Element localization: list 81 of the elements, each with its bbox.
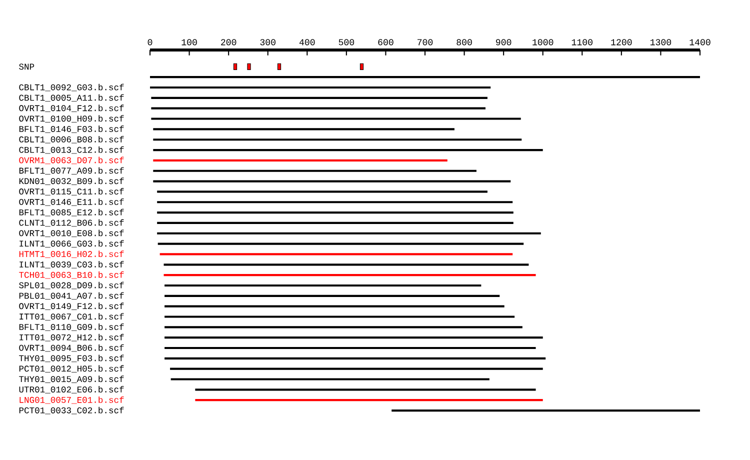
bar [157, 222, 514, 224]
bar [153, 170, 476, 172]
bar [153, 138, 522, 141]
y-tick-label: TCH01_0063_B10.b.scf [19, 271, 124, 279]
bar [160, 253, 513, 256]
bar [164, 357, 546, 360]
y-tick-label: OVRM1_0063_D07.b.scf [19, 156, 124, 164]
x-tick-label: 1200 [611, 39, 632, 46]
y-tick-label: CLNT1_0112_B06.b.scf [19, 219, 124, 227]
bar [170, 368, 543, 370]
y-tick-label: CBLT1_0005_A11.b.scf [19, 94, 124, 102]
y-tick-label: ITT01_0072_H12.b.scf [20, 334, 124, 342]
x-tick-label: 100 [182, 39, 197, 46]
y-tick-label: BFLT1_0110_G09.b.scf [19, 324, 124, 331]
y-tick-label: CBLT1_0092_G03.b.scf [19, 84, 124, 92]
bar [164, 326, 522, 328]
x-tick-label: 1400 [690, 39, 710, 46]
x-tick-label: 500 [338, 39, 354, 46]
bar [151, 96, 488, 99]
y-tick-label: ITT01_0067_C01.b.scf [20, 313, 124, 320]
y-tick-label: CBLT1_0013_C12.b.scf [19, 146, 124, 154]
bar [157, 190, 488, 193]
bar [164, 294, 500, 297]
y-tick-label: HTMT1_0016_H02.b.scf [19, 250, 124, 258]
y-tick-label: PCT01_0033_C02.b.scf [19, 406, 124, 414]
y-tick-label: OVRT1_0149_F12.b.scf [19, 302, 124, 310]
bar [164, 316, 515, 318]
bar [157, 201, 513, 204]
bar [153, 159, 448, 162]
x-tick-label: 1300 [650, 39, 672, 46]
bar [164, 346, 536, 350]
bar [151, 118, 521, 120]
x-tick-label: 400 [299, 39, 315, 46]
y-tick-label: OVRT1_0104_F12.b.scf [19, 104, 124, 112]
bar [151, 107, 486, 110]
x-tick-label: 900 [496, 39, 512, 46]
bar [195, 399, 543, 402]
y-tick-label: BFLT1_0085_E12.b.scf [19, 208, 124, 216]
y-tick-label: CBLT1_0006_B08.b.scf [19, 136, 124, 144]
bar [170, 378, 490, 380]
x-tick-label: 600 [378, 39, 394, 46]
y-tick-label: OVRT1_0010_E08.b.scf [19, 230, 124, 238]
bar [153, 128, 454, 130]
bar [153, 180, 511, 182]
y-tick-label: UTR01_0102_E06.b.scf [19, 386, 124, 394]
bar [164, 336, 543, 339]
x-tick-label: 300 [260, 39, 276, 46]
x-tick-label: 1100 [572, 39, 592, 46]
bar [164, 284, 482, 287]
y-tick-label: OVRT1_0094_B06.b.scf [19, 344, 124, 352]
bar [158, 242, 524, 245]
y-tick-label: PCT01_0012_H05.b.scf [19, 365, 124, 373]
y-tick-label: OVRT1_0100_H09.b.scf [19, 115, 124, 122]
y-tick-label: LNG01_0057_E01.b.scf [20, 396, 124, 404]
y-tick-label: BFLT1_0077_A09.b.scf [19, 167, 124, 175]
y-tick-label: OVRT1_0146_E11.b.scf [19, 198, 124, 206]
bar [150, 76, 700, 78]
y-tick-label: BFLT1_0146_F03.b.scf [19, 126, 124, 133]
x-tick-label: 200 [221, 39, 236, 46]
bar [164, 305, 504, 308]
bar [392, 409, 700, 412]
y-tick-label: SNP [19, 64, 34, 70]
x-tick-label: 700 [418, 39, 433, 46]
x-tick-label: 1000 [532, 39, 554, 46]
bar [150, 86, 491, 89]
bar [157, 212, 514, 214]
bar [164, 274, 536, 276]
y-tick-label: SPL01_0028_D09.b.scf [19, 282, 124, 290]
y-tick-label: OVRT1_0115_C11.b.scf [19, 188, 124, 196]
y-tick-label: PBL01_0041_A07.b.scf [19, 292, 124, 300]
y-tick-label: THY01_0015_A09.b.scf [19, 376, 124, 383]
bar [195, 388, 536, 391]
x-tick-label: 0 [148, 39, 152, 46]
y-tick-label: KDN01_0032_B09.b.scf [19, 178, 124, 185]
y-tick-label: ILNT1_0039_C03.b.scf [20, 260, 124, 268]
y-tick-label: ILNT1_0066_G03.b.scf [20, 240, 124, 248]
bar [153, 148, 543, 152]
bar [157, 232, 541, 234]
bar [164, 264, 529, 266]
y-tick-label: THY01_0095_F03.b.scf [19, 354, 124, 362]
x-tick-label: 800 [456, 39, 472, 46]
